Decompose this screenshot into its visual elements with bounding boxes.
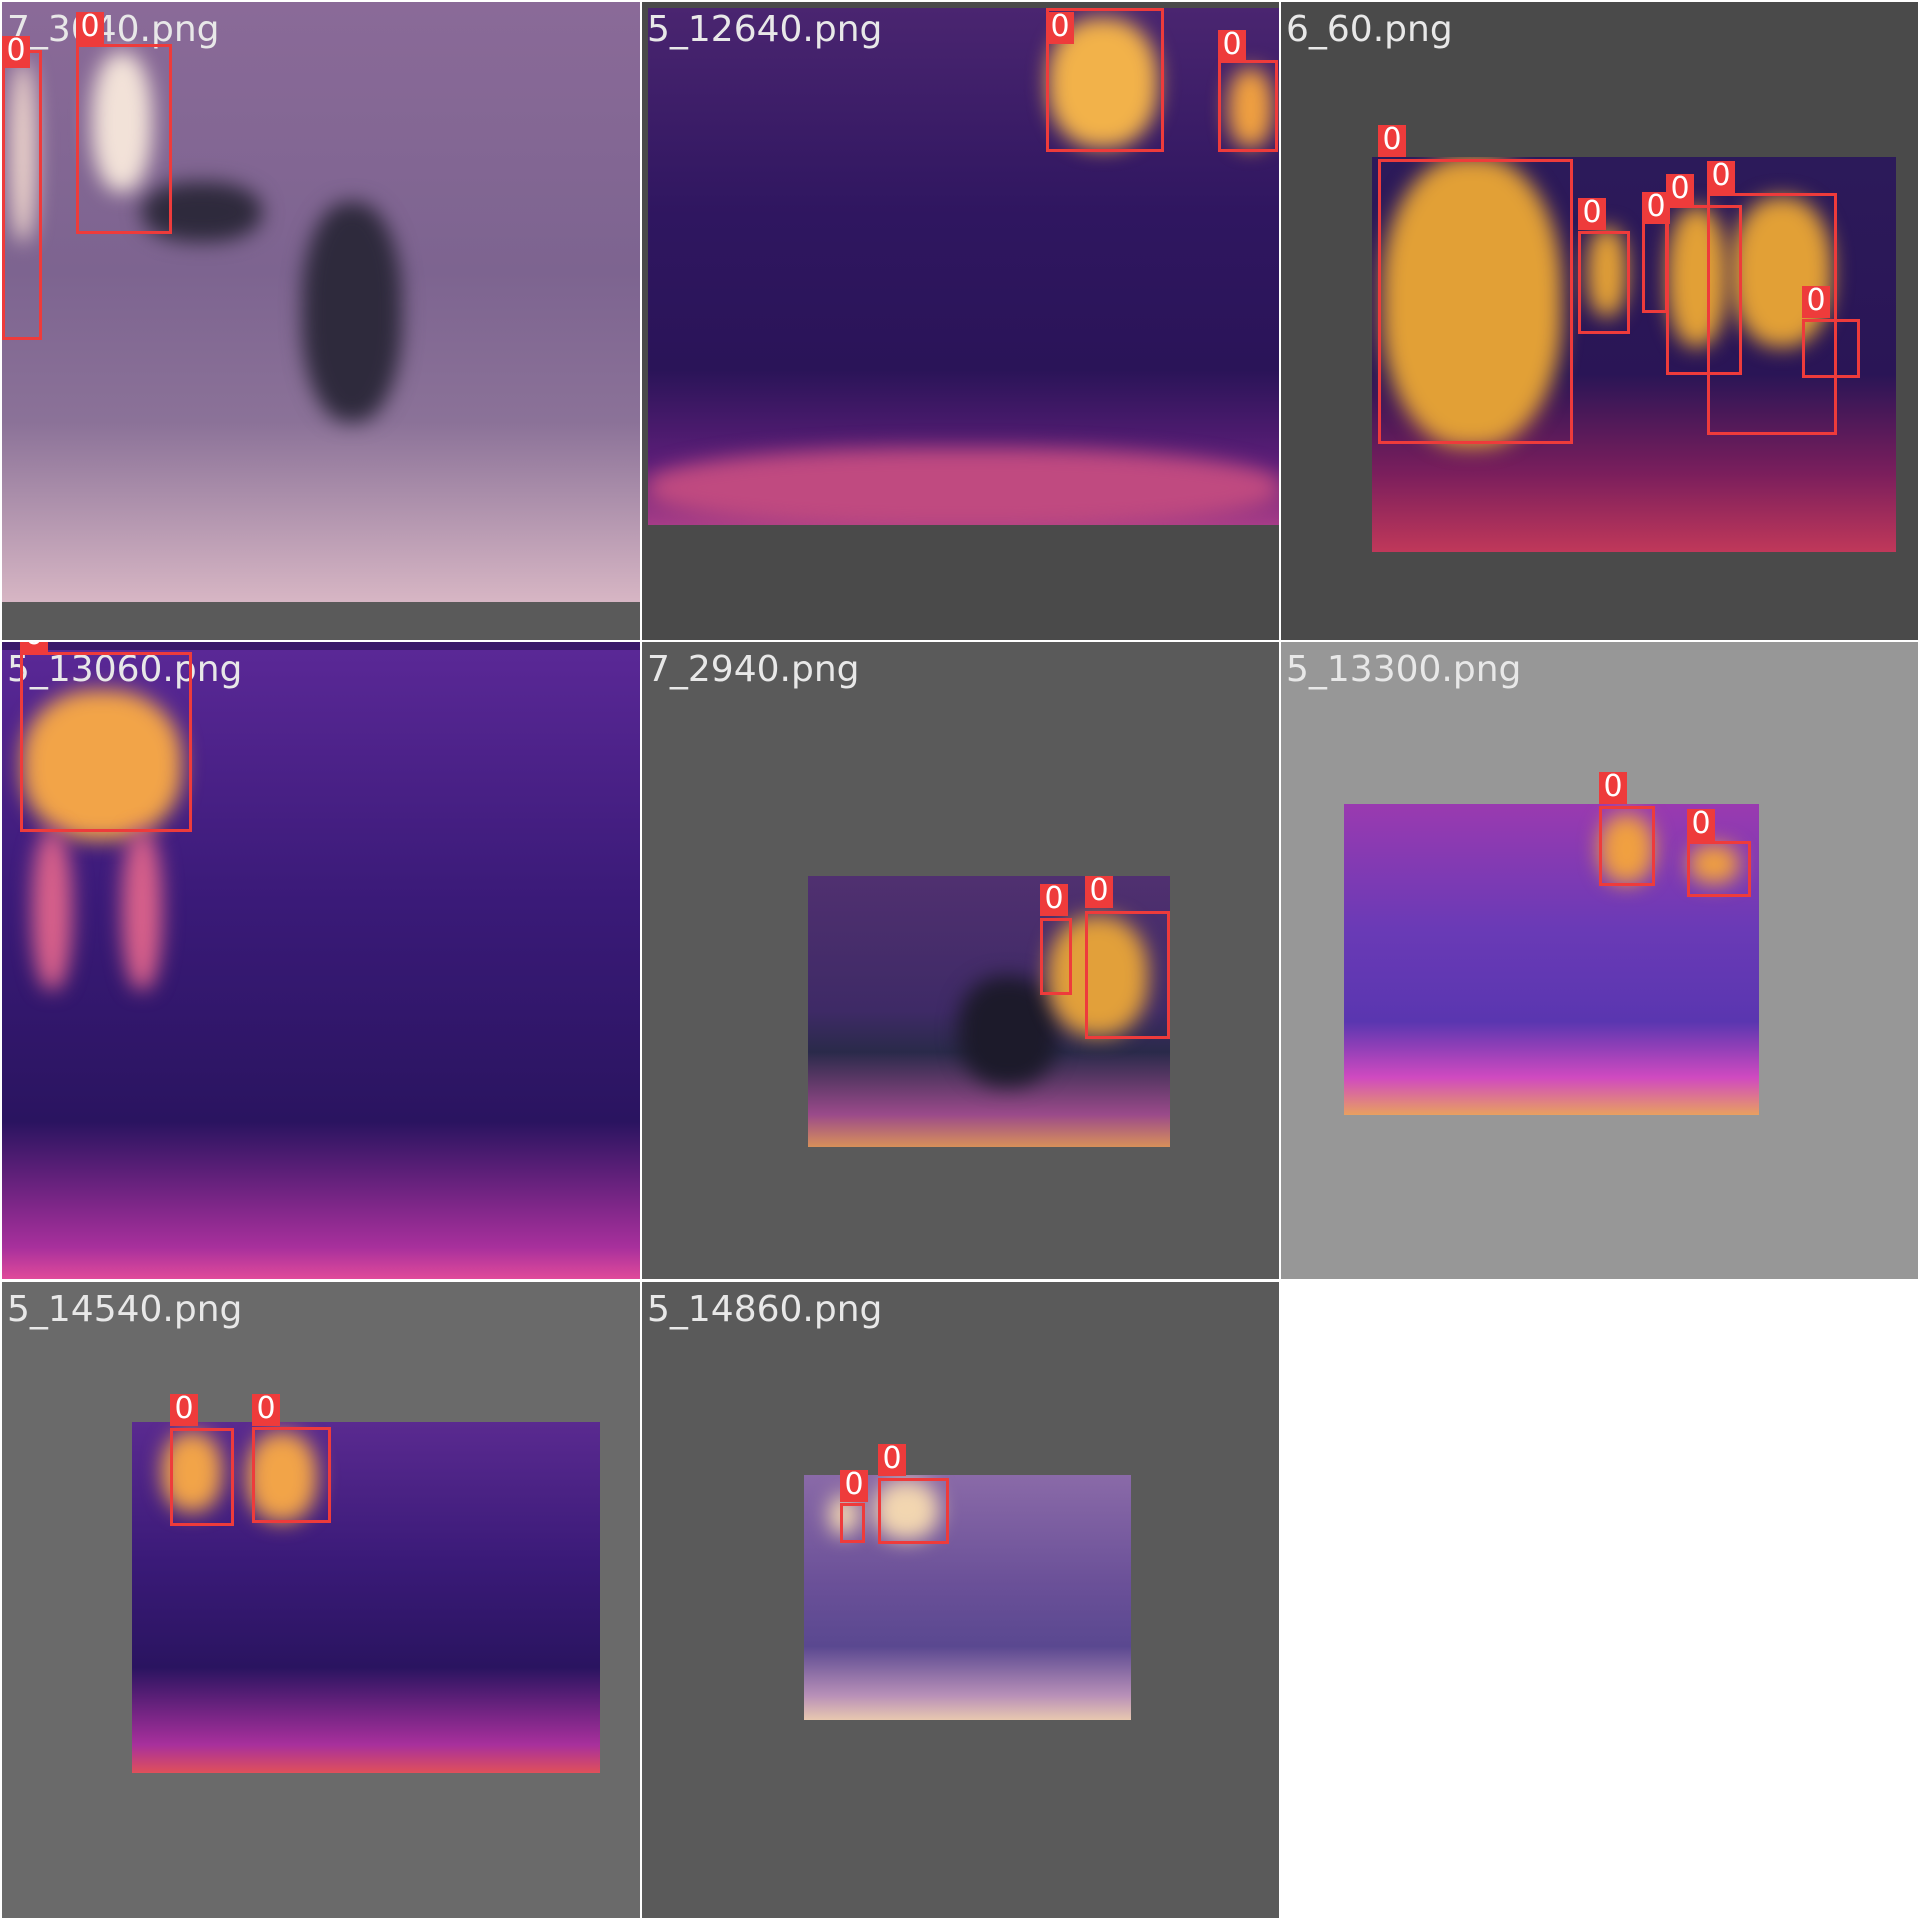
class-label: 0 [1642, 192, 1670, 224]
detection-box [878, 1478, 949, 1544]
detection-box [20, 652, 192, 832]
class-label: 0 [1578, 198, 1606, 230]
file-name: 7_3040.png [7, 9, 220, 50]
class-label: 0 [840, 1470, 868, 1502]
tile-6-60: 6_60.png 0 0 0 0 0 0 [1281, 2, 1918, 640]
thermal-image [808, 876, 1170, 1147]
thermal-image [2, 2, 640, 602]
thermal-image [1372, 157, 1896, 552]
empty-tile [1281, 1282, 1918, 1918]
thermal-image [648, 8, 1279, 525]
file-name: 6_60.png [1286, 9, 1453, 50]
class-label: 0 [878, 1444, 906, 1476]
detection-box [1642, 220, 1668, 313]
detection-box [840, 1503, 865, 1543]
tile-5-13060: 5_13060.png 0 [2, 642, 640, 1279]
tile-7-2940: 7_2940.png 0 0 [642, 642, 1279, 1279]
detection-box [1707, 193, 1837, 435]
detection-box [170, 1428, 234, 1526]
tile-5-12640: 5_12640.png 0 0 [642, 2, 1279, 640]
file-name: 5_12640.png [647, 9, 883, 50]
file-name: 7_2940.png [647, 649, 860, 690]
detection-box [1666, 205, 1742, 375]
detection-box [1046, 8, 1164, 152]
detection-box [1085, 911, 1170, 1039]
detection-box [76, 44, 172, 234]
tile-5-13300: 5_13300.png 0 0 [1281, 642, 1918, 1279]
file-name: 5_14860.png [647, 1289, 883, 1330]
tile-7-3040: 7_3040.png 0 0 [2, 2, 640, 640]
class-label: 0 [1687, 809, 1715, 841]
class-label: 0 [170, 1394, 198, 1426]
detection-box [1802, 319, 1860, 378]
class-label: 0 [1040, 884, 1068, 916]
tile-5-14540: 5_14540.png 0 0 [2, 1282, 640, 1918]
class-label: 0 [76, 12, 104, 44]
class-label: 0 [1085, 876, 1113, 908]
class-label: 0 [2, 36, 30, 68]
class-label: 0 [1046, 12, 1074, 44]
class-label: 0 [1218, 30, 1246, 62]
detection-box [1687, 841, 1751, 897]
class-label: 0 [20, 642, 48, 652]
class-label: 0 [1666, 174, 1694, 206]
thermal-image [804, 1475, 1131, 1720]
detection-box [252, 1427, 331, 1523]
detection-box [1578, 231, 1630, 334]
file-name: 5_14540.png [7, 1289, 243, 1330]
detection-box [2, 50, 42, 340]
thermal-image [132, 1422, 600, 1773]
class-label: 0 [1378, 125, 1406, 157]
class-label: 0 [252, 1394, 280, 1426]
detection-box [1218, 60, 1278, 152]
thermal-image [2, 650, 640, 1279]
file-name: 5_13300.png [1286, 649, 1522, 690]
detection-box [1040, 918, 1072, 995]
detection-box [1378, 159, 1573, 444]
file-name: 5_13060.png [7, 649, 243, 690]
tile-5-14860: 5_14860.png 0 0 [642, 1282, 1279, 1918]
class-label: 0 [1599, 772, 1627, 804]
detection-box [1599, 806, 1655, 886]
class-label: 0 [1707, 161, 1735, 193]
class-label: 0 [1802, 286, 1830, 318]
